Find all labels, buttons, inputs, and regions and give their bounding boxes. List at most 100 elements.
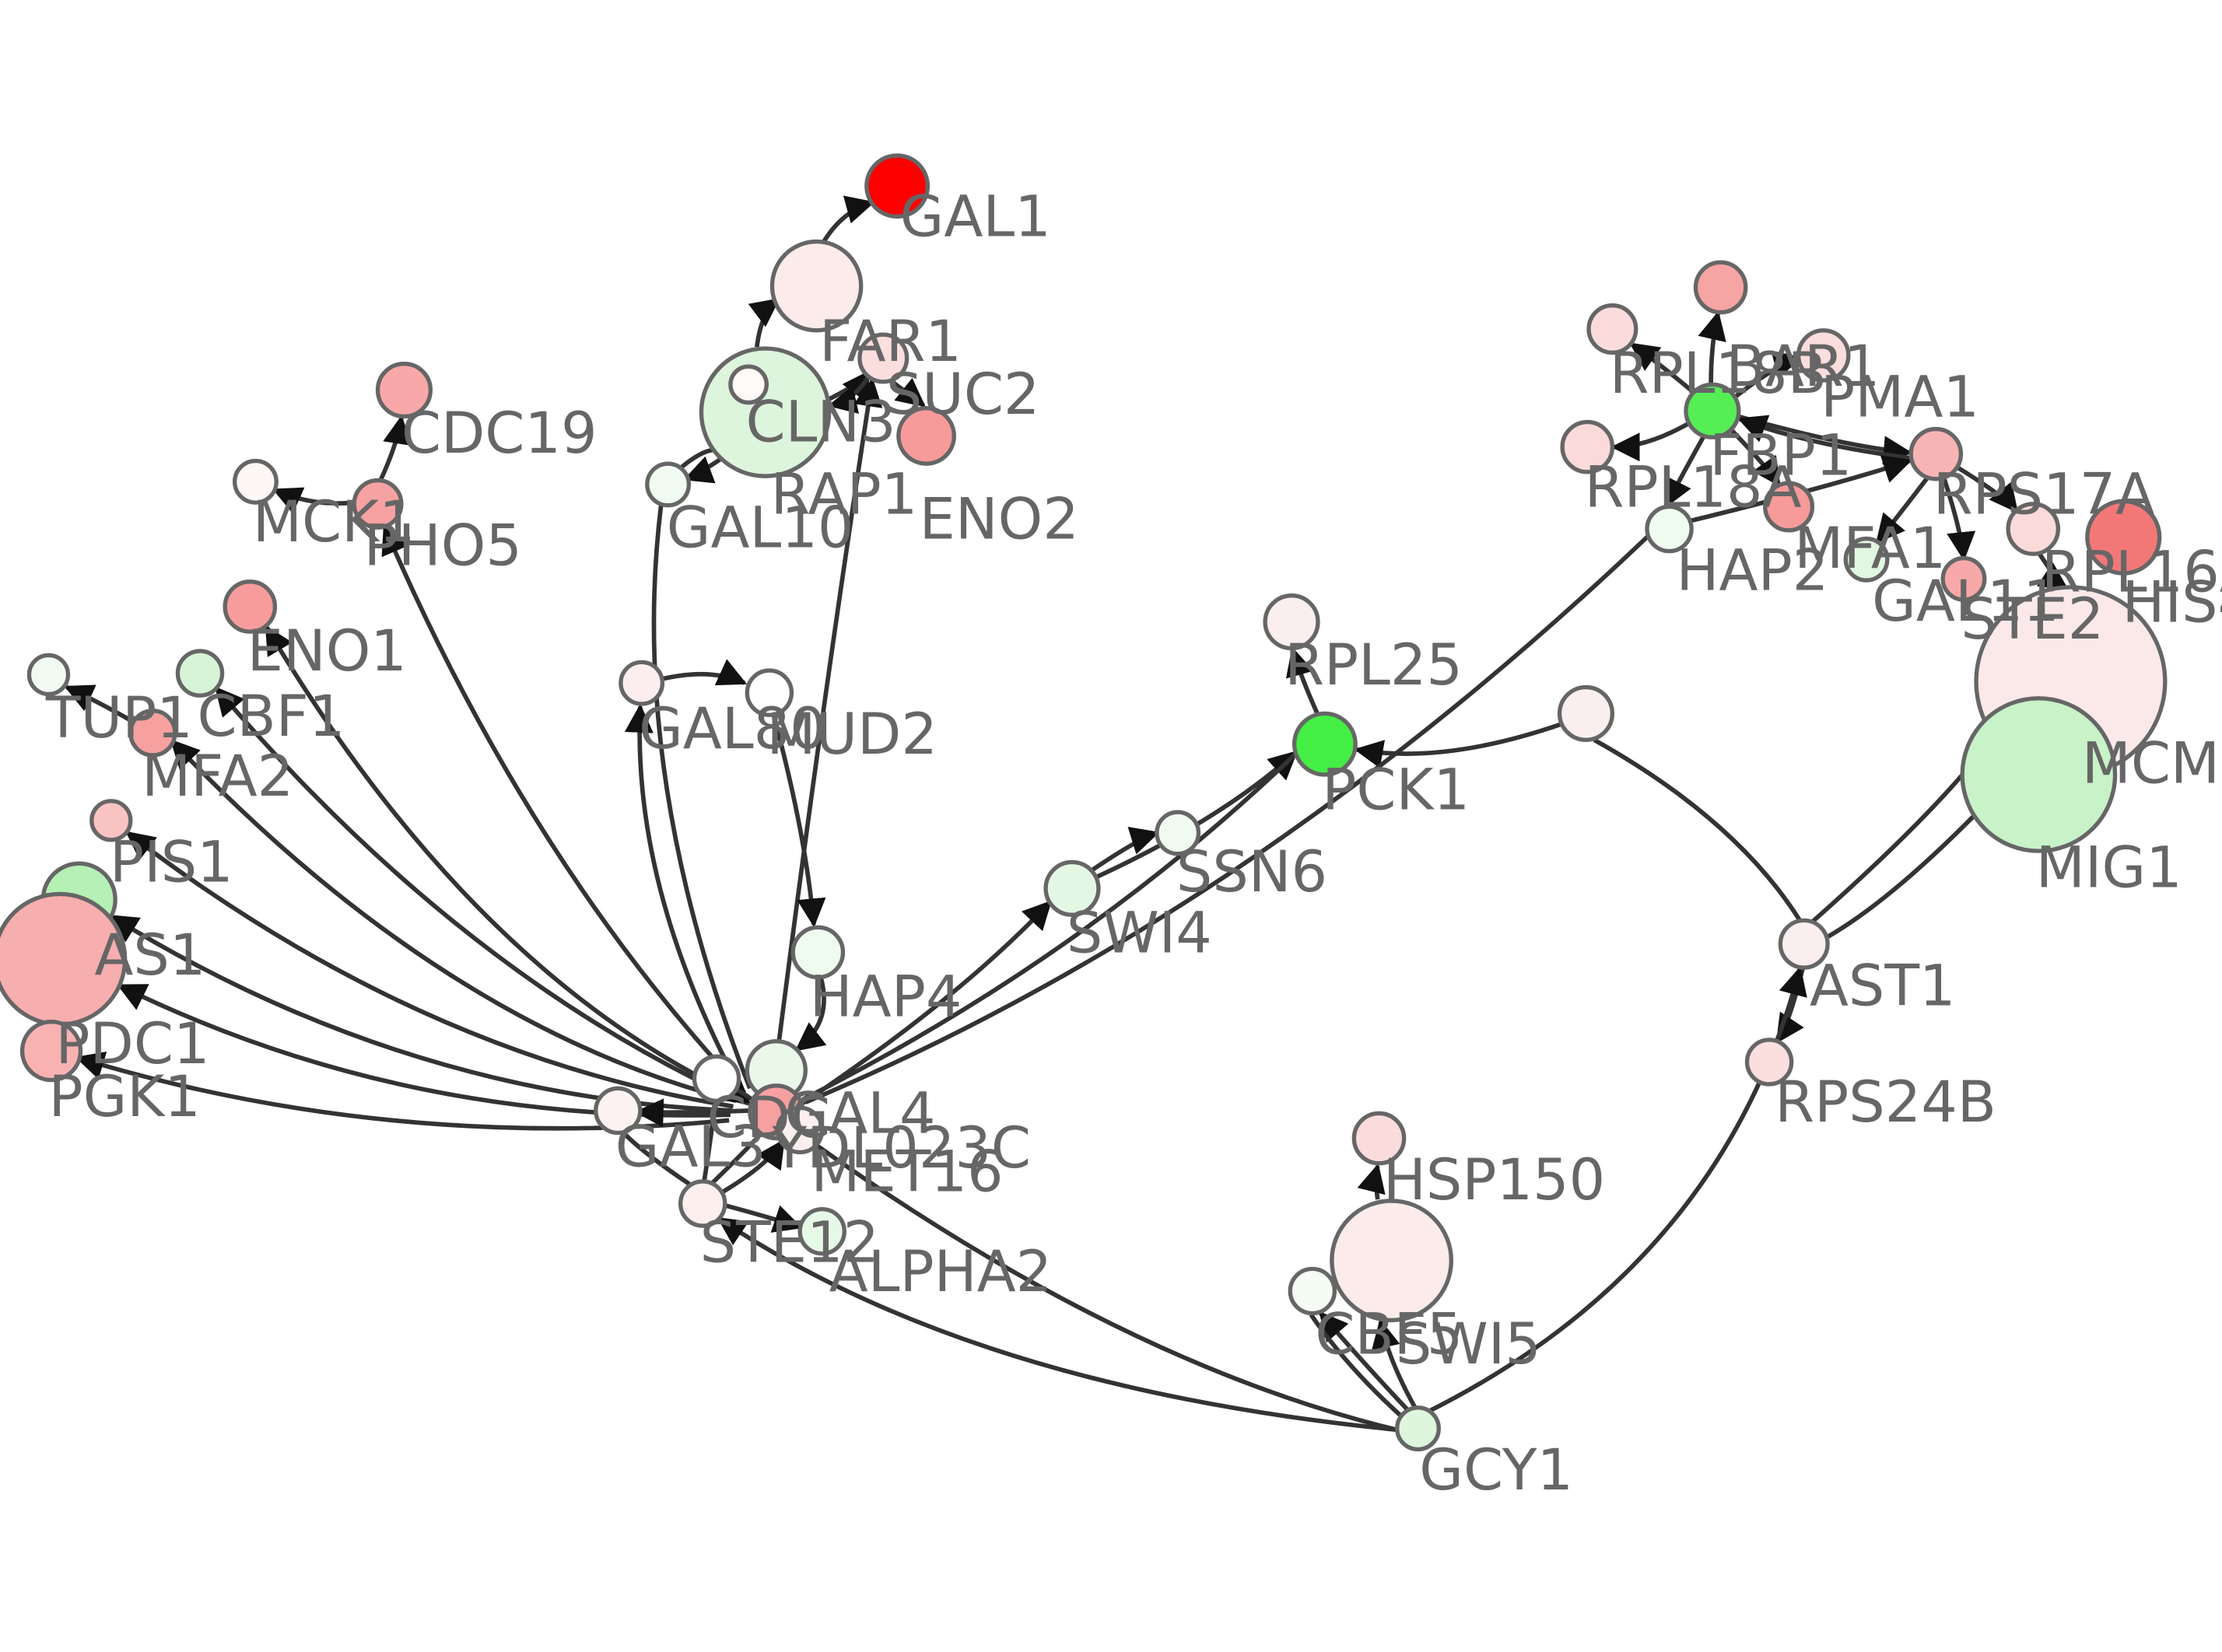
node-label-hsp150: HSP150 [1383, 1147, 1605, 1213]
node-label-hap4: HAP4 [810, 964, 962, 1031]
edge-mud2-to-hap4 [771, 714, 826, 928]
edge-cln3-to-far1 [748, 298, 780, 348]
node-mud2[interactable] [745, 668, 794, 717]
node-swi5[interactable] [1330, 1199, 1454, 1323]
node-label-mcm1: MCM1 [2082, 731, 2222, 797]
edge-ste12-to-gal3 [619, 1128, 693, 1188]
node-cbf1[interactable] [175, 649, 225, 698]
edge-gcy1-to-cbf5 [1309, 1313, 1404, 1419]
node-swi4[interactable] [1043, 859, 1101, 917]
edge-pho5-to-cdc19 [378, 415, 412, 481]
node-gal10[interactable] [645, 461, 692, 508]
edge-swi4-to-ssn6 [1090, 827, 1160, 873]
edge-rps17a-to-rpl16a [1957, 466, 2019, 513]
node-label-gal1: GAL1 [900, 184, 1051, 250]
edge-hub1-to-pck1 [1354, 721, 1565, 768]
edge-gal4-to-gal10 [651, 505, 752, 1090]
node-pho5[interactable] [352, 478, 404, 530]
edge-swi4-to-pck1 [1095, 750, 1299, 880]
edge-gal4-to-suc2 [771, 377, 883, 1085]
node-ste2[interactable] [1940, 555, 1987, 602]
edge-ste12-to-ydl023c [718, 1139, 786, 1196]
node-mig1[interactable] [1960, 696, 2118, 853]
edge-fbp1-to-bar1 [1698, 310, 1726, 385]
node-his4[interactable] [2085, 499, 2162, 576]
node-fbp1[interactable] [1684, 382, 1741, 439]
node-gal3[interactable] [594, 1086, 643, 1136]
edge-fbp1-to-hap2 [1664, 435, 1706, 509]
node-label-his4: HIS4 [2122, 570, 2222, 636]
edge-pck1-to-rpl25 [1285, 646, 1320, 716]
node-label-mck1: MCK1 [253, 489, 415, 555]
node-alpha2[interactable] [797, 1206, 846, 1256]
node-label-rps24b: RPS24B [1775, 1069, 1996, 1136]
edge-fbp1-to-mfa1 [1729, 427, 1781, 487]
edge-gcy1-to-swi5 [1372, 1318, 1418, 1409]
node-gal1[interactable] [864, 153, 931, 219]
node-eno2[interactable] [896, 406, 956, 466]
node-mfa2[interactable] [128, 709, 177, 758]
node-label-mfa2: MFA2 [142, 744, 293, 810]
node-ssn6[interactable] [1155, 810, 1201, 856]
node-rpl16a[interactable] [2006, 502, 2061, 556]
node-cdc39[interactable] [692, 1054, 741, 1104]
node-pis1[interactable] [89, 799, 133, 842]
node-far1[interactable] [769, 239, 864, 333]
node-label-cdc39: CDC [707, 1085, 831, 1151]
node-ast1[interactable] [1778, 918, 1830, 970]
node-mck1[interactable] [232, 458, 279, 505]
node-label-bar1: BAR1 [1726, 334, 1880, 400]
node-cdc19[interactable] [375, 361, 433, 419]
node-hsp150[interactable] [1351, 1111, 1407, 1166]
node-suc2[interactable] [857, 332, 909, 384]
node-tup1[interactable] [26, 653, 71, 697]
node-ydl023c[interactable] [775, 1105, 825, 1155]
node-rap1[interactable] [728, 364, 769, 405]
node-label-ssn6: SSN6 [1176, 839, 1327, 905]
node-eno1[interactable] [223, 579, 278, 634]
edge-swi5-to-hsp150 [1357, 1163, 1386, 1200]
node-hap4[interactable] [790, 925, 846, 980]
node-mfa1[interactable] [1763, 481, 1815, 533]
edge-gal4-to-gal3 [634, 1098, 751, 1128]
edge-gal4-to-swi4 [798, 900, 1053, 1108]
edge-rps17a-to-fbp1 [1737, 415, 1912, 460]
node-label-cbf1: CBF1 [197, 684, 345, 750]
node-gal80[interactable] [619, 660, 665, 706]
node-gal11[interactable] [1843, 536, 1890, 583]
node-label-alpha2: ALPHA2 [829, 1239, 1053, 1305]
edge-far1-to-gal1 [820, 195, 875, 246]
edge-gal4-to-gcy1 [790, 1125, 1398, 1433]
node-hap2[interactable] [1645, 504, 1694, 554]
node-gcy1[interactable] [1395, 1405, 1441, 1452]
edge-gcy1-to-ste12 [717, 1216, 1399, 1433]
node-rpl25[interactable] [1263, 593, 1320, 651]
node-hub1[interactable] [1557, 684, 1615, 743]
node-label-pck1: PCK1 [1322, 758, 1470, 824]
node-label-swi5: SWI5 [1396, 1311, 1541, 1377]
node-pck1[interactable] [1291, 711, 1358, 777]
node-cbf5[interactable] [1288, 1266, 1337, 1316]
node-label-gal3: GAL3 [615, 1114, 766, 1180]
node-rpl18b[interactable] [1586, 303, 1638, 355]
edge-fbp1-to-pma1 [1731, 350, 1803, 401]
node-rps17a[interactable] [1908, 426, 1964, 481]
node-rps24b[interactable] [1744, 1038, 1794, 1087]
edge-ste12-to-cdc39 [702, 1101, 718, 1182]
edge-fbp1-to-rpl18a [1610, 421, 1690, 462]
edge-layer [64, 195, 2070, 1433]
node-rpl18a[interactable] [1560, 419, 1615, 474]
node-pgk1[interactable] [19, 1019, 83, 1083]
edge-gal80-to-mud2 [661, 659, 748, 686]
node-pma1[interactable] [1796, 328, 1851, 383]
node-layer [0, 153, 2168, 1452]
node-bar1[interactable] [1693, 260, 1748, 315]
node-label-fbp1: FBP1 [1709, 422, 1852, 488]
node-label-eno2: ENO2 [920, 487, 1079, 553]
node-label-pma1: PMA1 [1821, 365, 1979, 431]
node-ste12[interactable] [678, 1179, 727, 1228]
node-label-ast1: AST1 [1810, 953, 1956, 1019]
node-label-far1: FAR1 [819, 309, 962, 375]
